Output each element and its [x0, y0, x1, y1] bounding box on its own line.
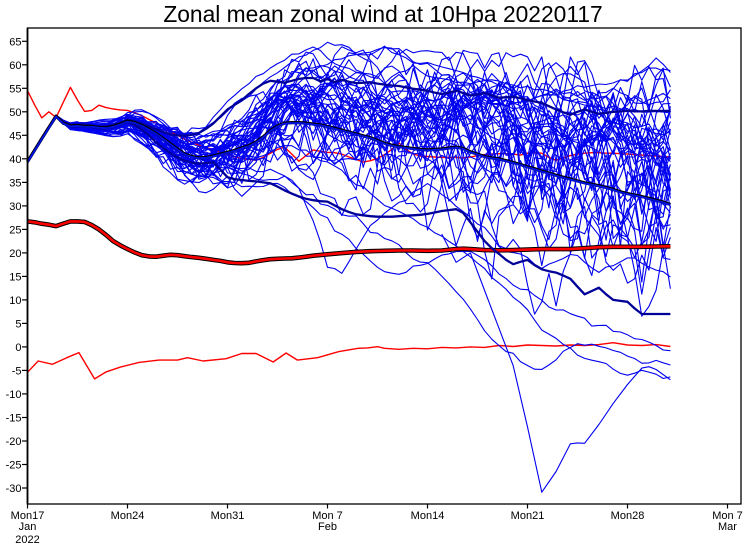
svg-text:Mon21: Mon21: [511, 510, 545, 522]
svg-text:Mon17: Mon17: [11, 510, 45, 522]
svg-text:Mon14: Mon14: [411, 510, 445, 522]
svg-text:2022: 2022: [15, 534, 39, 546]
svg-text:5: 5: [15, 318, 21, 330]
svg-text:50: 50: [9, 107, 21, 119]
svg-text:60: 60: [9, 60, 21, 72]
svg-text:10: 10: [9, 295, 21, 307]
svg-text:-20: -20: [6, 436, 22, 448]
svg-text:Jan: Jan: [19, 521, 37, 533]
svg-text:Mon24: Mon24: [111, 510, 145, 522]
svg-text:0: 0: [15, 342, 21, 354]
svg-text:Mon31: Mon31: [211, 510, 245, 522]
svg-text:30: 30: [9, 201, 21, 213]
svg-text:35: 35: [9, 177, 21, 189]
svg-text:65: 65: [9, 36, 21, 48]
svg-text:-15: -15: [6, 413, 22, 425]
svg-text:Mon 7: Mon 7: [312, 510, 343, 522]
svg-text:-5: -5: [12, 365, 22, 377]
svg-text:20: 20: [9, 248, 21, 260]
svg-text:Mon 7: Mon 7: [712, 510, 743, 522]
svg-text:55: 55: [9, 83, 21, 95]
svg-text:-10: -10: [6, 389, 22, 401]
svg-text:45: 45: [9, 130, 21, 142]
svg-text:Zonal mean zonal wind at 10Hpa: Zonal mean zonal wind at 10Hpa 20220117: [163, 1, 602, 27]
svg-text:25: 25: [9, 224, 21, 236]
svg-text:40: 40: [9, 154, 21, 166]
svg-text:Feb: Feb: [318, 521, 337, 533]
svg-text:-25: -25: [6, 460, 22, 472]
svg-text:-30: -30: [6, 483, 22, 495]
svg-text:Mar: Mar: [718, 521, 737, 533]
svg-text:15: 15: [9, 271, 21, 283]
svg-text:Mon28: Mon28: [611, 510, 645, 522]
